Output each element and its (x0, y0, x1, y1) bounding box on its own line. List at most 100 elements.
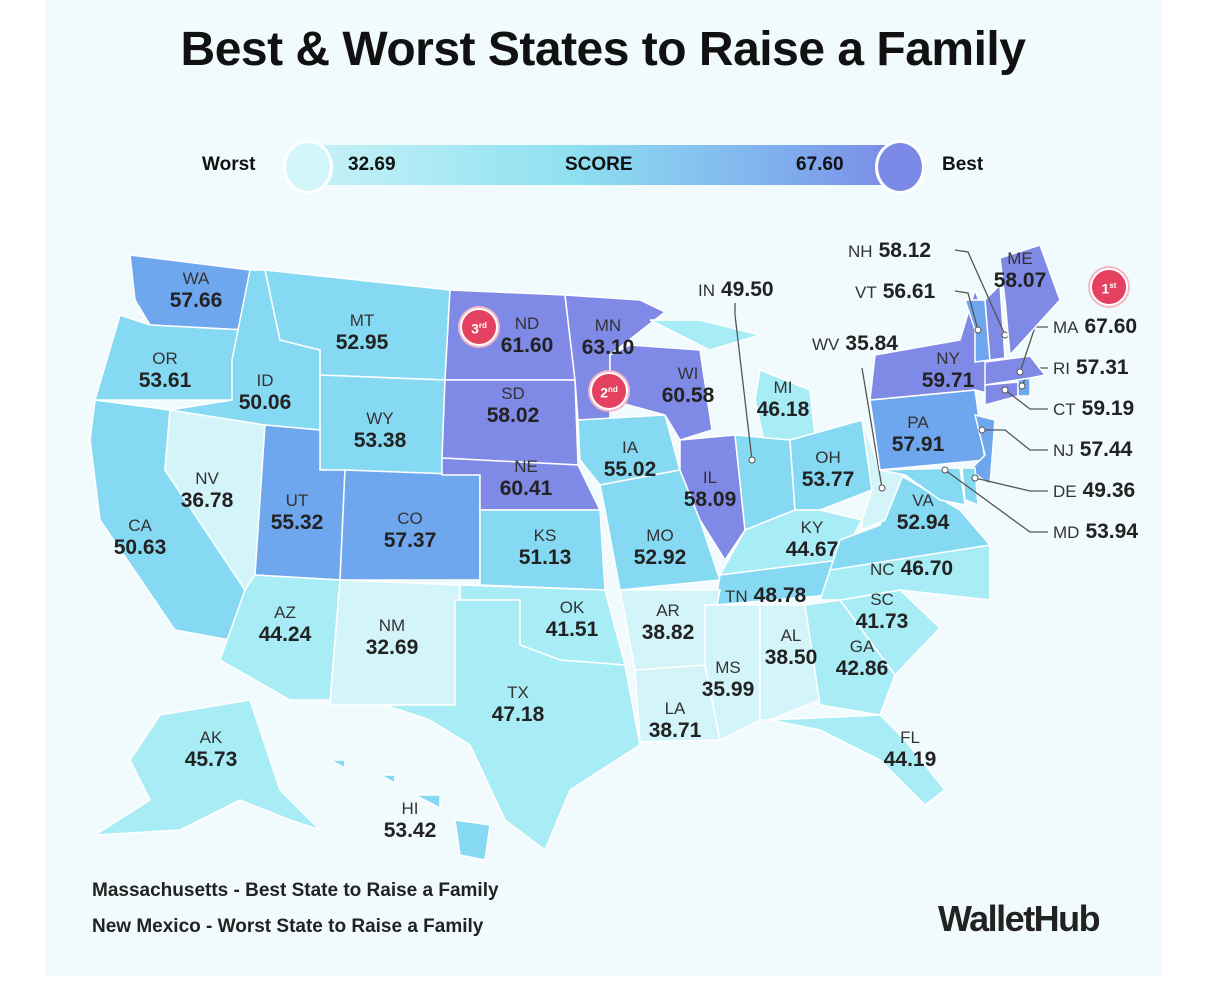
state-label-ne: NE 60.41 (500, 458, 553, 499)
state-abbr: SC (870, 590, 894, 609)
leader-line-nj (982, 429, 1048, 451)
state-score: 53.38 (353, 429, 407, 452)
state-score: 52.94 (896, 511, 950, 534)
state-abbr: MO (646, 526, 674, 545)
state-score: 45.73 (184, 748, 238, 771)
state-label-id: ID 50.06 (239, 372, 292, 413)
state-score: 32.69 (365, 636, 419, 659)
state-score: 53.61 (138, 369, 192, 392)
state-score: 44.24 (258, 623, 312, 646)
state-hi (329, 759, 346, 770)
state-score: 50.63 (113, 536, 167, 559)
state-label-ms: MS 35.99 (702, 659, 755, 700)
state-abbr: CT (1053, 400, 1076, 419)
state-score: 56.61 (882, 280, 936, 303)
state-wi (609, 344, 713, 441)
state-label-nd: ND 61.60 (501, 315, 554, 356)
state-label-ut: UT 55.32 (271, 492, 324, 533)
state-label-ri: RI 57.31 (1053, 357, 1129, 378)
leader-line-md (944, 469, 1048, 533)
state-score: 47.18 (491, 703, 545, 726)
state-score: 63.10 (581, 336, 635, 359)
state-score: 59.71 (921, 369, 975, 392)
state-score: 38.71 (648, 719, 702, 742)
state-abbr: TX (507, 683, 529, 702)
state-abbr: GA (849, 637, 875, 656)
state-score: 57.91 (891, 433, 945, 456)
badge-rank: 3 (471, 320, 479, 337)
leader-line-nh (954, 249, 1006, 336)
state-label-wi: WI 60.58 (662, 365, 715, 406)
state-fl (769, 714, 947, 806)
state-label-wy: WY 53.38 (354, 410, 407, 451)
leader-dot-md (941, 466, 949, 474)
state-label-fl: FL 44.19 (884, 729, 937, 770)
state-abbr: UT (285, 491, 309, 510)
state-abbr: FL (900, 728, 920, 747)
state-score: 53.77 (801, 468, 855, 491)
badge-suffix: st (1109, 281, 1117, 290)
state-nh (984, 283, 1006, 361)
state-score: 48.78 (753, 584, 807, 607)
state-abbr: OR (152, 349, 178, 368)
leader-dot-wv (878, 484, 886, 492)
state-label-tx: TX 47.18 (492, 684, 545, 725)
state-label-wv: WV 35.84 (812, 333, 898, 354)
legend-best-cap (875, 140, 925, 194)
state-abbr: AR (656, 601, 680, 620)
state-label-oh: OH 53.77 (802, 449, 855, 490)
state-abbr: SD (501, 384, 525, 403)
state-abbr: NC (870, 560, 895, 579)
state-abbr: AK (199, 728, 223, 747)
state-label-vt: VT 56.61 (855, 281, 935, 302)
legend-best-label: Best (942, 154, 984, 175)
state-abbr: VA (912, 491, 934, 510)
legend-worst-label: Worst (202, 154, 256, 175)
state-label-va: VA 52.94 (897, 492, 950, 533)
state-abbr: WI (677, 364, 699, 383)
state-label-mn: MN 63.10 (582, 317, 635, 358)
state-mi (649, 319, 763, 351)
state-abbr: NE (514, 457, 538, 476)
state-abbr: MN (594, 316, 622, 335)
state-ak (92, 699, 321, 836)
leader-dot-nh (1001, 331, 1009, 339)
state-label-nc: NC 46.70 (870, 558, 953, 579)
state-score: 55.02 (603, 458, 657, 481)
legend-worst-cap (283, 140, 333, 194)
state-label-ar: AR 38.82 (642, 602, 695, 643)
state-label-al: AL 38.50 (765, 627, 818, 668)
state-label-in: IN 49.50 (698, 279, 774, 300)
state-ms (704, 604, 761, 742)
state-label-me: ME 58.07 (994, 250, 1047, 291)
state-label-il: IL 58.09 (684, 469, 737, 510)
leader-dot-in (748, 456, 756, 464)
footer-worst: New Mexico - Worst State to Raise a Fami… (92, 916, 484, 937)
state-score: 52.95 (335, 331, 389, 354)
state-hi (414, 794, 441, 810)
leader-line-de (974, 477, 1048, 492)
footer-best: Massachusetts - Best State to Raise a Fa… (92, 880, 499, 901)
state-label-tn: TN 48.78 (725, 585, 806, 606)
leader-line-ct (1004, 389, 1048, 410)
state-score: 38.82 (641, 621, 695, 644)
state-abbr: NV (195, 469, 219, 488)
state-label-ia: IA 55.02 (604, 439, 657, 480)
state-label-sc: SC 41.73 (856, 591, 909, 632)
state-score: 57.37 (383, 529, 437, 552)
wallethub-logo: WalletHub (938, 898, 1101, 939)
state-label-ca: CA 50.63 (114, 517, 167, 558)
leader-dot-nj (978, 426, 986, 434)
legend-gradient-bar (305, 145, 895, 185)
state-label-mt: MT 52.95 (336, 312, 389, 353)
state-abbr: MS (715, 658, 741, 677)
badge-rank: 2 (600, 384, 608, 401)
state-score: 46.18 (756, 398, 810, 421)
state-abbr: NM (378, 616, 406, 635)
legend-max-value: 67.60 (796, 154, 844, 175)
state-score: 49.50 (721, 278, 774, 301)
state-abbr: ND (514, 314, 540, 333)
state-abbr: RI (1053, 359, 1070, 378)
state-score: 59.19 (1081, 397, 1135, 420)
state-score: 53.42 (383, 819, 437, 842)
